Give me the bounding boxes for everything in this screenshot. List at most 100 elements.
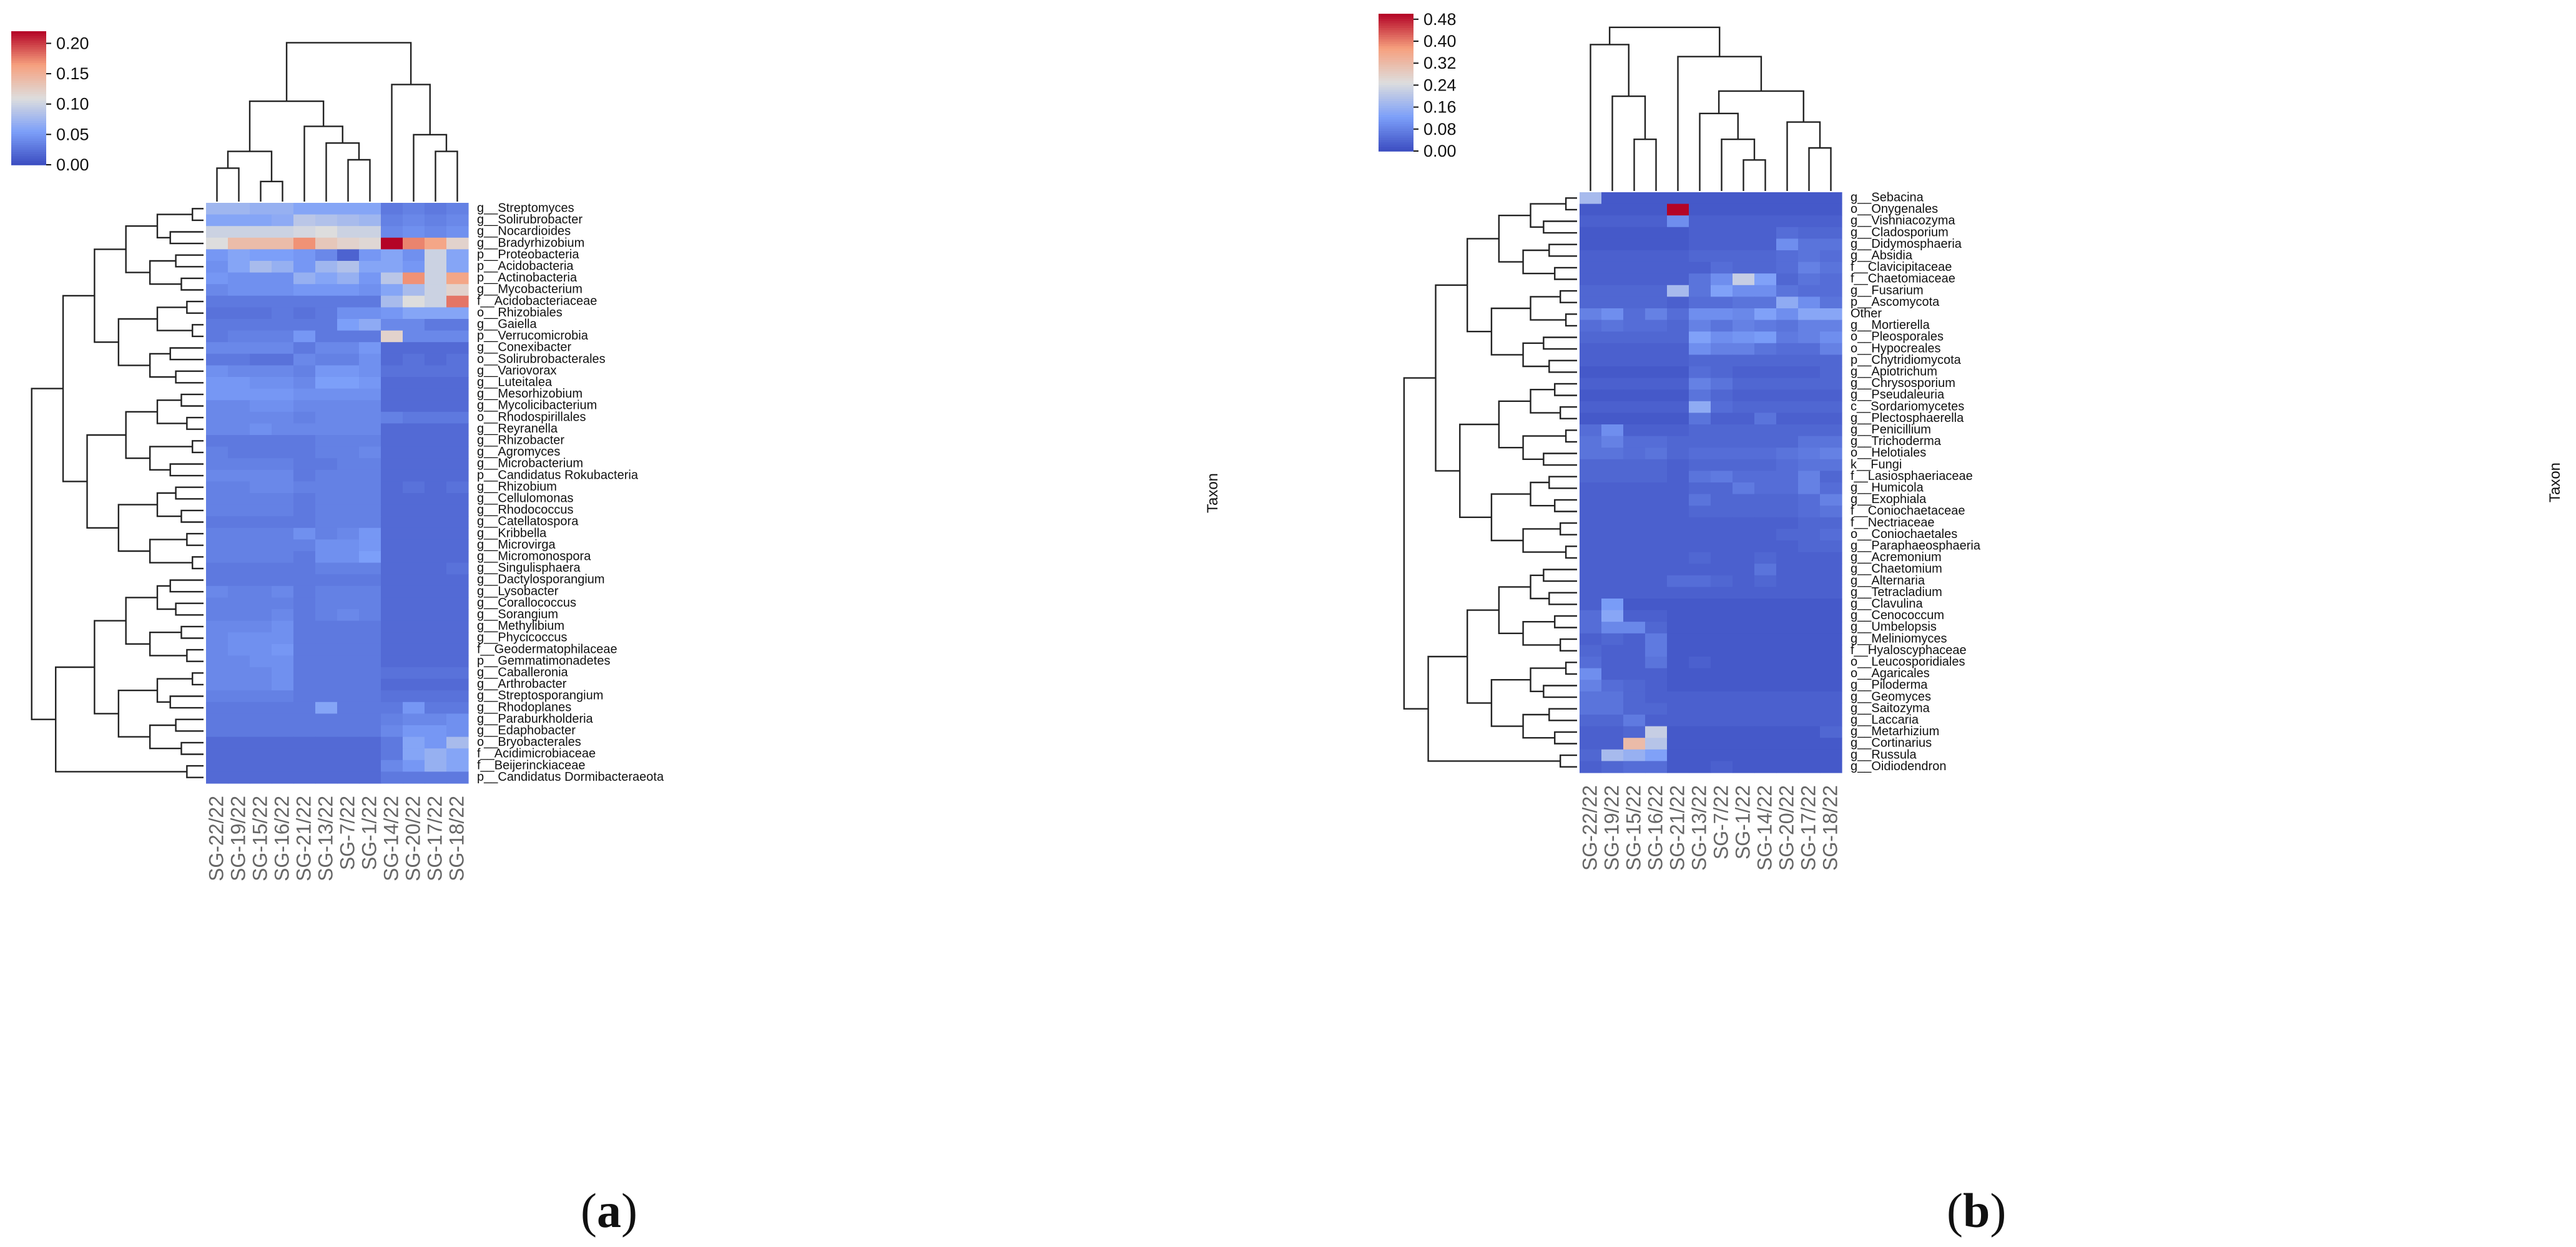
- heatmap-cell: [315, 435, 338, 447]
- heatmap-cell: [250, 504, 272, 517]
- heatmap-cell: [228, 377, 250, 389]
- sample-label: SG-15/22: [1623, 785, 1645, 871]
- heatmap-cell: [293, 214, 316, 227]
- heatmap-cell: [403, 458, 425, 471]
- colorbar-tick-label: 0.20: [56, 34, 89, 52]
- heatmap-cell: [1754, 715, 1777, 727]
- heatmap-cell: [1667, 552, 1689, 564]
- heatmap-cell: [337, 667, 360, 680]
- taxon-label: p__Verrucomicrobia: [477, 329, 589, 343]
- heatmap-cell: [446, 748, 469, 761]
- heatmap-cell: [425, 690, 447, 703]
- heatmap-cell: [272, 458, 294, 471]
- heatmap-cell: [1798, 366, 1821, 379]
- heatmap-cell: [1733, 610, 1755, 622]
- colorbar-segment: [1379, 125, 1413, 129]
- heatmap-cell: [1776, 471, 1799, 483]
- colorbar-segment: [1379, 142, 1413, 145]
- colorbar-segment: [1379, 25, 1413, 28]
- colorbar-segment: [1379, 21, 1413, 24]
- dendrogram-branch: [192, 208, 204, 222]
- heatmap-cell: [293, 353, 316, 366]
- taxon-label: g__Didymosphaeria: [1851, 237, 1962, 251]
- heatmap-cell: [381, 353, 403, 366]
- heatmap-cell: [250, 632, 272, 645]
- heatmap-cell: [272, 585, 294, 598]
- heatmap-cell: [206, 365, 229, 378]
- heatmap-cell: [359, 702, 381, 714]
- heatmap-cell: [1601, 378, 1624, 390]
- taxon-label: o__Hypocreales: [1851, 341, 1941, 355]
- dendrogram-branch: [180, 509, 204, 523]
- heatmap-cell: [293, 435, 316, 447]
- heatmap-cell: [315, 295, 338, 308]
- heatmap-cell: [1733, 529, 1755, 541]
- heatmap-cell: [1667, 564, 1689, 576]
- heatmap-cell: [1645, 413, 1668, 425]
- dendrogram-branch: [1554, 267, 1577, 280]
- heatmap-cell: [403, 203, 425, 215]
- heatmap-cell: [1711, 494, 1733, 506]
- dendrogram-branch: [413, 134, 448, 202]
- heatmap-cell: [1776, 691, 1799, 703]
- heatmap-cell: [446, 643, 469, 656]
- dendrogram-branch: [1559, 406, 1577, 419]
- colorbar-segment: [11, 37, 46, 41]
- taxon-label: g__Conexibacter: [477, 341, 572, 355]
- heatmap-cell: [1601, 587, 1624, 599]
- sample-label: SG-14/22: [380, 796, 403, 881]
- heatmap-cell: [272, 597, 294, 610]
- heatmap-cell: [1820, 366, 1842, 379]
- heatmap-cell: [1820, 378, 1842, 390]
- heatmap-cell: [1820, 471, 1842, 483]
- taxon-label: g__Penicillium: [1851, 423, 1931, 437]
- heatmap-cell: [1623, 610, 1646, 622]
- heatmap-cell: [293, 284, 316, 296]
- heatmap-cell: [337, 295, 360, 308]
- taxon-label: f__Beijerinckiaceae: [477, 758, 585, 772]
- heatmap-cell: [1754, 691, 1777, 703]
- heatmap-cell: [1733, 215, 1755, 228]
- dendrogram-branch: [1565, 545, 1577, 559]
- colorbar-segment: [11, 154, 46, 157]
- heatmap-cell: [228, 736, 250, 749]
- dendrogram-branch: [216, 167, 240, 202]
- heatmap-cell: [403, 585, 425, 598]
- heatmap-cell: [446, 655, 469, 668]
- heatmap-cell: [1689, 238, 1711, 251]
- colorbar-segment: [1379, 41, 1413, 44]
- heatmap-cell: [1754, 227, 1777, 239]
- heatmap-cell: [381, 609, 403, 622]
- dendrogram-branch: [1548, 592, 1577, 605]
- heatmap-cell: [1711, 215, 1733, 228]
- heatmap-cell: [1711, 657, 1733, 669]
- heatmap-cell: [1623, 645, 1646, 657]
- dendrogram-branch: [391, 84, 431, 202]
- heatmap-cell: [1776, 366, 1799, 379]
- heatmap-cell: [1645, 599, 1668, 611]
- taxon-label: g__Acremonium: [1851, 550, 1942, 564]
- heatmap-cell: [1689, 366, 1711, 379]
- heatmap-cell: [381, 388, 403, 401]
- heatmap-cell: [315, 632, 338, 645]
- colorbar-segment: [1379, 82, 1413, 86]
- colorbar-segment: [11, 67, 46, 70]
- heatmap-cell: [1689, 761, 1711, 773]
- heatmap-cell: [1601, 343, 1624, 355]
- heatmap-cell: [1689, 657, 1711, 669]
- taxon-label: g__Meliniomyces: [1851, 632, 1947, 645]
- taxon-label: g__Pseudaleuria: [1851, 388, 1945, 402]
- heatmap-cell: [1754, 413, 1777, 425]
- taxon-label: g__Rhizobacter: [477, 434, 564, 447]
- heatmap-cell: [293, 620, 316, 633]
- heatmap-cell: [1645, 645, 1668, 657]
- heatmap-cell: [250, 597, 272, 610]
- taxon-label: f__Coniochaetaceae: [1851, 504, 1965, 518]
- heatmap-cell: [1689, 424, 1711, 437]
- heatmap-cell: [446, 214, 469, 227]
- colorbar-segment: [1379, 84, 1413, 88]
- y-axis-label: Taxon: [2547, 462, 2564, 502]
- sample-label: SG-7/22: [337, 796, 359, 870]
- column-dendrogram: [216, 42, 458, 202]
- heatmap-cell: [1689, 250, 1711, 263]
